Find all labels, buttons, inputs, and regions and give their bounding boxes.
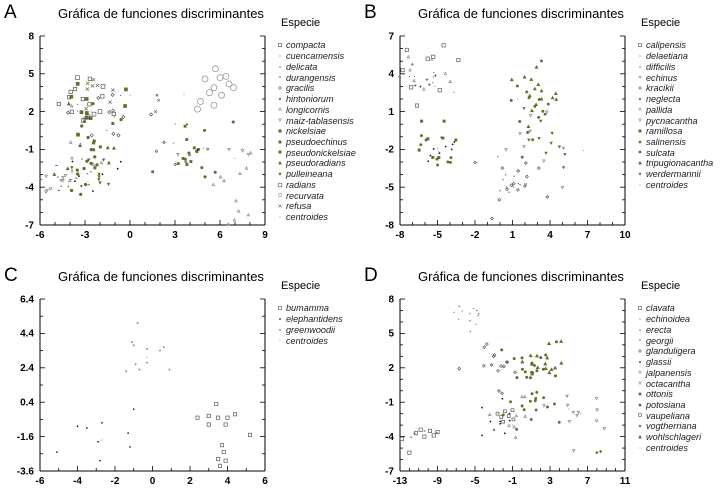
svg-text:7: 7	[388, 31, 394, 42]
svg-text:0.4: 0.4	[20, 398, 34, 409]
svg-text:-1: -1	[508, 476, 517, 487]
svg-text:4: 4	[547, 230, 553, 241]
svg-text:5: 5	[388, 329, 394, 340]
svg-text:-2: -2	[385, 145, 394, 156]
svg-text:7: 7	[585, 476, 591, 487]
svg-text:9: 9	[262, 230, 268, 241]
svg-text:4.4: 4.4	[20, 329, 34, 340]
svg-text:-5: -5	[433, 230, 442, 241]
svg-text:2: 2	[187, 476, 193, 487]
svg-text:3: 3	[172, 230, 178, 241]
svg-text:-8: -8	[385, 220, 394, 231]
svg-text:6: 6	[262, 476, 268, 487]
svg-text:-2: -2	[111, 476, 120, 487]
svg-text:-13: -13	[393, 476, 408, 487]
svg-text:11: 11	[620, 476, 631, 487]
svg-text:-1: -1	[25, 145, 34, 156]
svg-text:-4: -4	[25, 183, 34, 194]
svg-text:-6: -6	[36, 230, 45, 241]
svg-text:-5: -5	[471, 476, 480, 487]
svg-text:0: 0	[127, 230, 133, 241]
svg-text:-1.6: -1.6	[17, 432, 35, 443]
svg-text:8: 8	[28, 31, 34, 42]
svg-text:2: 2	[28, 107, 34, 118]
svg-text:-9: -9	[433, 476, 442, 487]
svg-text:6: 6	[217, 230, 223, 241]
svg-text:7: 7	[585, 230, 591, 241]
svg-text:1: 1	[510, 230, 516, 241]
svg-text:-8: -8	[396, 230, 405, 241]
svg-text:-4: -4	[385, 432, 394, 443]
svg-text:3: 3	[547, 476, 553, 487]
svg-text:4: 4	[225, 476, 231, 487]
svg-text:0: 0	[150, 476, 156, 487]
svg-text:8: 8	[388, 294, 394, 305]
svg-text:-7: -7	[25, 220, 34, 231]
svg-text:-7: -7	[385, 466, 394, 477]
svg-text:-1: -1	[385, 398, 394, 409]
svg-text:-4: -4	[73, 476, 82, 487]
svg-text:-2: -2	[471, 230, 480, 241]
svg-text:-6: -6	[36, 476, 45, 487]
svg-text:10: 10	[619, 230, 631, 241]
svg-text:4: 4	[388, 69, 394, 80]
svg-text:-5: -5	[385, 183, 394, 194]
svg-text:2: 2	[388, 363, 394, 374]
svg-text:-3: -3	[81, 230, 90, 241]
svg-text:5: 5	[28, 69, 34, 80]
svg-text:1: 1	[388, 107, 394, 118]
svg-text:6.4: 6.4	[20, 294, 34, 305]
svg-text:2.4: 2.4	[20, 363, 34, 374]
svg-text:-3.6: -3.6	[17, 466, 35, 477]
